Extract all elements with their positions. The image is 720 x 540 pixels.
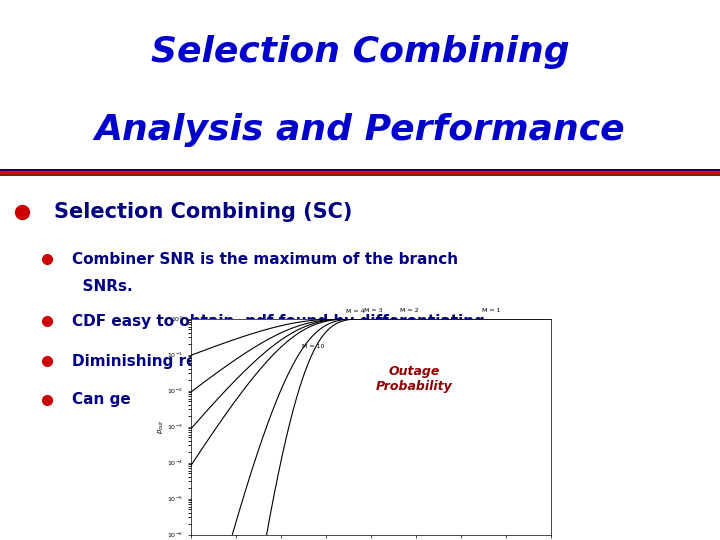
- Text: Diminishing returns with number of antennas.: Diminishing returns with number of anten…: [72, 354, 469, 369]
- Text: M = 1: M = 1: [482, 308, 500, 313]
- Text: Selection Combining (SC): Selection Combining (SC): [54, 202, 352, 222]
- Text: Combiner SNR is the maximum of the branch: Combiner SNR is the maximum of the branc…: [72, 252, 458, 267]
- Text: M = 4: M = 4: [346, 309, 365, 314]
- Text: M = 10: M = 10: [302, 344, 324, 349]
- Text: Analysis and Performance: Analysis and Performance: [95, 113, 625, 146]
- Text: Outage
Probability: Outage Probability: [376, 365, 452, 393]
- Text: Selection Combining: Selection Combining: [150, 35, 570, 69]
- Text: Can ge: Can ge: [72, 392, 131, 407]
- Bar: [0, 169, 720, 171]
- Text: CDF easy to obtain, pdf found by differentiating.: CDF easy to obtain, pdf found by differe…: [72, 314, 490, 329]
- Bar: [0, 171, 720, 174]
- Text: M = 3: M = 3: [364, 308, 383, 313]
- Bar: [0, 174, 720, 176]
- Text: SNRs.: SNRs.: [72, 279, 132, 294]
- Text: M = 2: M = 2: [400, 308, 419, 313]
- Y-axis label: $p_{out}$: $p_{out}$: [156, 419, 166, 434]
